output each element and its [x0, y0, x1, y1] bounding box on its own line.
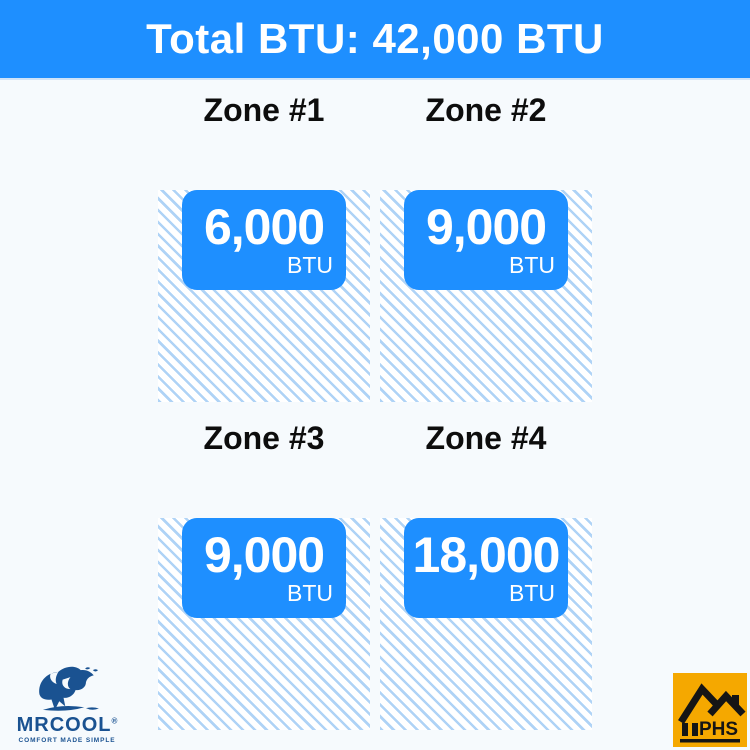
btu-value: 18,000 [412, 527, 561, 583]
page-title: Total BTU: 42,000 BTU [146, 15, 604, 62]
header-banner: Total BTU: 42,000 BTU [0, 0, 750, 80]
zone-hatch-area: 9,000 BTU [380, 190, 592, 402]
zone-title: Zone #3 [203, 420, 325, 456]
phs-house-icon: PHS [678, 683, 746, 743]
mrcool-logo: MRCOOL® COMFORT MADE SIMPLE [15, 665, 119, 744]
btu-value: 9,000 [425, 199, 547, 255]
zone-hatch-area: 18,000 BTU [380, 518, 592, 730]
btu-unit-label: BTU [509, 252, 555, 278]
zone-card-3: Zone #3 9,000 BTU [158, 418, 370, 730]
btu-value-box: 18,000 BTU [404, 518, 568, 618]
mrcool-tagline: COMFORT MADE SIMPLE [18, 737, 116, 744]
zones-grid: Zone #1 6,000 BTU Zone #2 9,000 BTU Zone… [158, 90, 592, 730]
zone-card-1: Zone #1 6,000 BTU [158, 90, 370, 402]
registered-mark: ® [111, 716, 118, 726]
phs-label: PHS [699, 719, 738, 740]
btu-value-box: 6,000 BTU [182, 190, 346, 290]
zone-card-4: Zone #4 18,000 BTU [380, 418, 592, 730]
polar-bear-icon [39, 666, 99, 711]
zone-card-2: Zone #2 9,000 BTU [380, 90, 592, 402]
zone-hatch-area: 6,000 BTU [158, 190, 370, 402]
btu-unit-label: BTU [287, 580, 333, 606]
mrcool-wordmark: MRCOOL® [16, 714, 118, 736]
btu-value: 6,000 [203, 199, 325, 255]
phs-logo: PHS [673, 673, 747, 747]
zone-title: Zone #1 [203, 92, 325, 128]
btu-value: 9,000 [203, 527, 325, 583]
btu-unit-label: BTU [287, 252, 333, 278]
btu-unit-label: BTU [509, 580, 555, 606]
btu-value-box: 9,000 BTU [182, 518, 346, 618]
zone-title: Zone #2 [425, 92, 547, 128]
zone-title: Zone #4 [425, 420, 547, 456]
zone-hatch-area: 9,000 BTU [158, 518, 370, 730]
btu-value-box: 9,000 BTU [404, 190, 568, 290]
